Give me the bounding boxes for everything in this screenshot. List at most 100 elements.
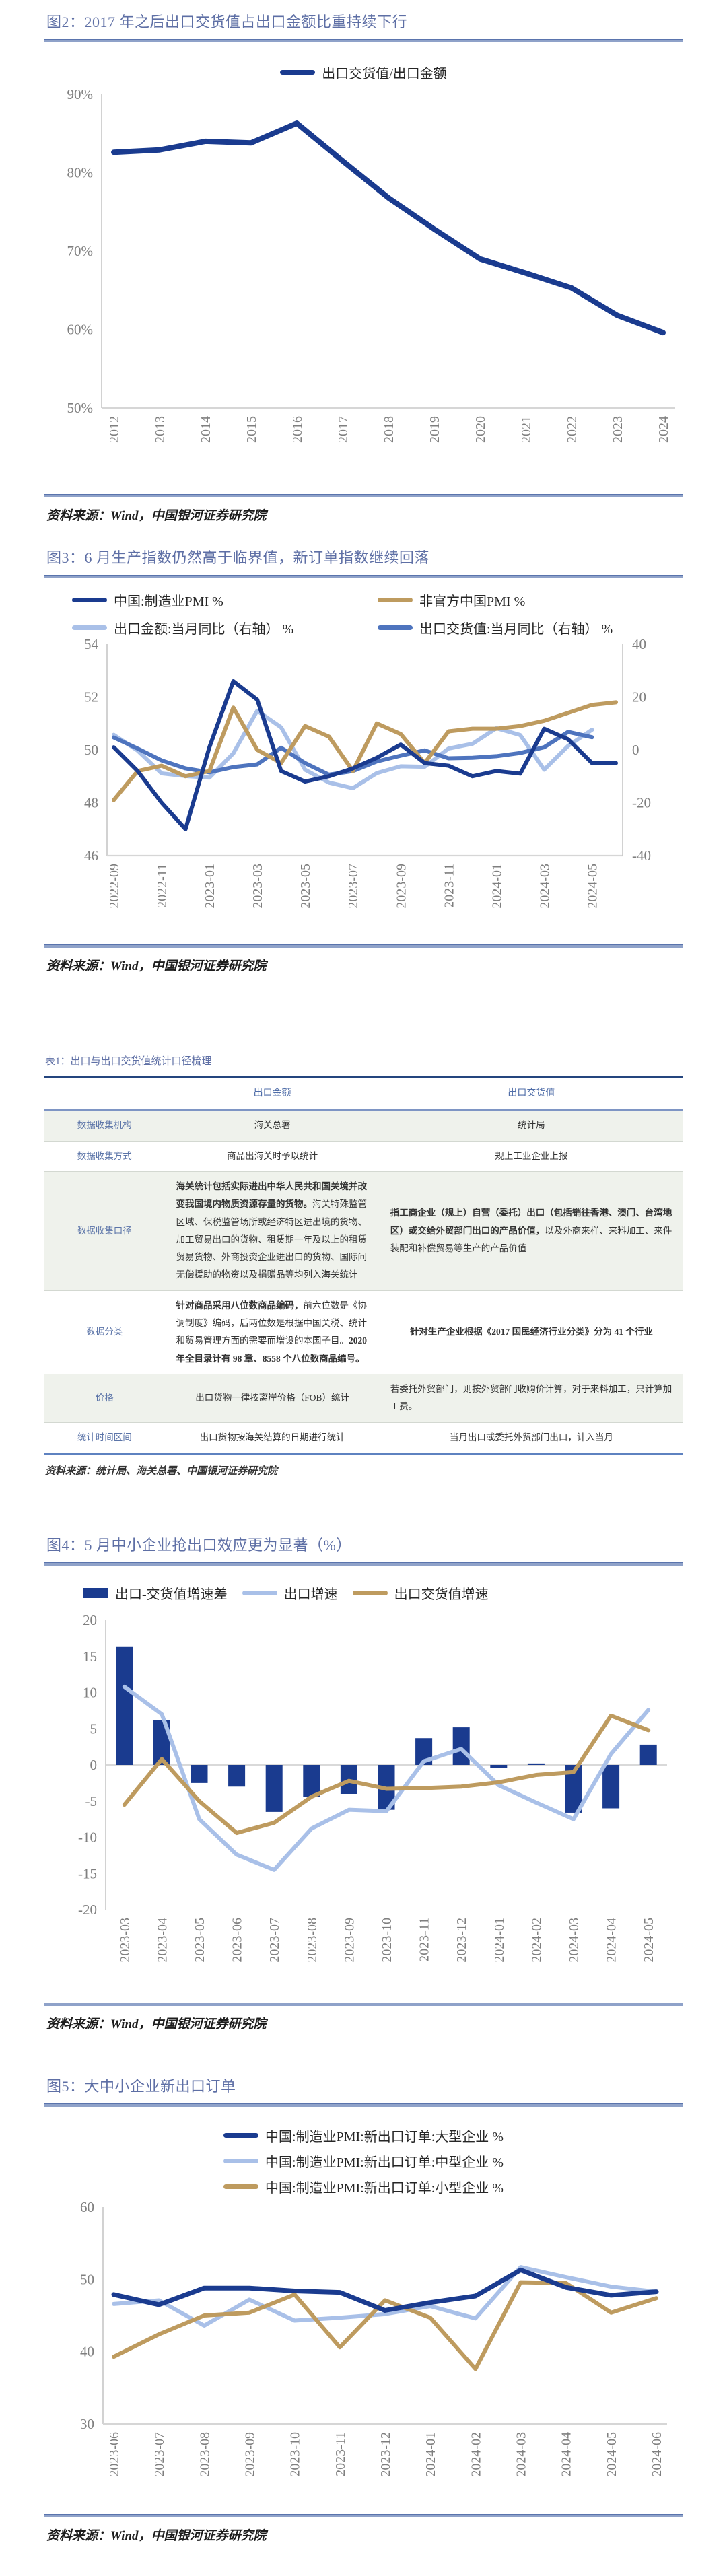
- x-axis-tick: 2022: [565, 416, 580, 443]
- x-axis-tick: 2023-11: [333, 2432, 348, 2476]
- legend-line-marker: [378, 625, 413, 630]
- title-divider: [44, 575, 683, 578]
- x-axis-tick: 2023-04: [155, 1918, 170, 1963]
- legend-label: 出口交货值增速: [394, 1587, 489, 1602]
- x-axis-tick: 2024-05: [604, 2432, 619, 2477]
- line-series: [112, 700, 618, 802]
- x-axis-tick: 2024-01: [489, 864, 504, 909]
- x-axis-tick: 2021: [519, 416, 534, 443]
- figure4-source: 资料来源：Wind，中国银河证券研究院: [46, 2017, 267, 2031]
- table-row: 数据收集机构 海关总署 统计局: [44, 1110, 683, 1142]
- legend-item: 出口交货值/出口金额: [280, 63, 447, 82]
- x-axis-tick: 2023-07: [152, 2432, 167, 2477]
- x-axis-tick: 2023-05: [298, 864, 313, 909]
- figure5-chart: 60 50 40 30 2023-06 2023-07 2023-08 2023-09 2023…: [80, 2202, 667, 2477]
- y-axis-tick: -10: [78, 1829, 97, 1845]
- x-axis-tick: 2023-09: [243, 2432, 258, 2477]
- statistics-table: 出口金额 出口交货值 数据收集机构 海关总署 统计局 数据收集方式 商品出海关时予以统计 规上…: [44, 1076, 683, 1455]
- legend-item: 出口增速: [242, 1583, 338, 1603]
- legend-item: 出口-交货值增速差: [83, 1583, 228, 1603]
- legend-line-marker: [223, 2184, 259, 2189]
- section-divider: [44, 944, 683, 948]
- y-axis-tick: 30: [80, 2416, 94, 2432]
- table-row-label: 统计时间区间: [44, 1422, 166, 1454]
- legend-label: 中国:制造业PMI:新出口订单:小型企业 %: [265, 2180, 504, 2196]
- figure4-chart: 20 15 10 5 0 -5 -10 -15 -20 2023-03 2023-04 2023-05…: [78, 1612, 667, 1963]
- y-axis-tick: 50%: [67, 400, 94, 416]
- x-axis-tick: 2024-05: [642, 1918, 656, 1963]
- figure4-title: 图4：5 月中小企业抢出口效应更为显著（%）: [46, 1536, 351, 1554]
- table-row: 统计时间区间 出口货物按海关结算的日期进行统计 当月出口或委托外贸部门出口，计入当月: [44, 1422, 683, 1454]
- bar-2023-12: [452, 1727, 470, 1765]
- x-axis-tick: 2016: [290, 416, 305, 443]
- x-axis-tick: 2024-01: [423, 2432, 438, 2477]
- bar-2023-05: [191, 1764, 208, 1783]
- title-divider: [44, 1562, 683, 1566]
- legend-item: 出口交货值:当月同比（右轴） %: [378, 618, 683, 637]
- legend-label: 出口增速: [283, 1587, 338, 1602]
- x-axis-tick: 2012: [107, 416, 122, 443]
- legend-label: 出口-交货值增速差: [115, 1587, 228, 1602]
- x-axis-tick: 2023-05: [193, 1918, 207, 1963]
- table-cell: 海关统计包括实际进出中华人民共和国关境并改变我国境内物质资源存量的货物。海关特殊…: [165, 1171, 380, 1291]
- x-axis-tick: 2023-08: [305, 1918, 320, 1963]
- line-series: [112, 678, 618, 831]
- figure2-legend: 出口交货值/出口金额: [44, 63, 683, 82]
- bar-2024-02: [527, 1763, 545, 1765]
- table-cell: 指工商企业（规上）自营（委托）出口（包括销往香港、澳门、台湾地区）或交给外贸部门…: [379, 1171, 683, 1291]
- y-axis-tick: 60%: [67, 322, 94, 338]
- legend-item: 中国:制造业PMI:新出口订单:中型企业 %: [223, 2151, 504, 2171]
- y-axis-tick: 50: [84, 742, 98, 758]
- x-axis-tick: 2023-08: [197, 2432, 212, 2477]
- y-axis-tick: 15: [83, 1648, 97, 1665]
- x-axis-tick: 2020: [473, 416, 488, 443]
- x-axis-tick: 2024-06: [650, 2432, 664, 2477]
- legend-item: 中国:制造业PMI:新出口订单:小型企业 %: [223, 2177, 504, 2196]
- section-divider: [44, 2002, 683, 2006]
- y-axis-right-tick: 20: [632, 689, 646, 705]
- line-series: [122, 1684, 651, 1872]
- figure4-section: 图4：5 月中小企业抢出口效应更为显著（%） 出口-交货值增速差 出口增速 出口交货…: [44, 1534, 683, 2032]
- legend-label: 出口金额:当月同比（右轴） %: [114, 622, 294, 637]
- y-axis-tick: 52: [84, 689, 98, 705]
- x-axis-tick: 2023-06: [230, 1918, 245, 1963]
- table-row: 数据收集方式 商品出海关时予以统计 规上工业企业上报: [44, 1140, 683, 1172]
- x-axis-tick: 2023-09: [342, 1918, 357, 1963]
- y-axis-right-tick: -20: [632, 795, 651, 811]
- table-row-label: 数据分类: [44, 1290, 166, 1374]
- table-cell: 针对商品采用八位数商品编码，前六位数是《协调制度》编码，后两位数是根据中国关税、…: [165, 1290, 380, 1374]
- legend-line-marker: [72, 598, 107, 602]
- line-series: [112, 2280, 658, 2371]
- legend-item: 出口交货值增速: [352, 1583, 489, 1603]
- table-row-label: 数据收集方式: [44, 1140, 166, 1172]
- line-series: [112, 2265, 658, 2328]
- x-axis-tick: 2018: [382, 416, 396, 443]
- legend-line-marker: [223, 2158, 259, 2163]
- y-axis-tick: 90%: [67, 86, 94, 102]
- figure2-section: 图2：2017 年之后出口交货值占出口金额比重持续下行 出口交货值/出口金额 9…: [44, 11, 683, 524]
- x-axis-tick: 2023-12: [378, 2432, 393, 2477]
- legend-label: 中国:制造业PMI:新出口订单:大型企业 %: [265, 2129, 504, 2145]
- table-row-label: 数据收集机构: [44, 1110, 166, 1142]
- x-axis-tick: 2024-02: [529, 1918, 544, 1963]
- figure3-source: 资料来源：Wind，中国银河证券研究院: [46, 959, 267, 973]
- y-axis-tick: 70%: [67, 243, 94, 259]
- y-axis-tick: 10: [83, 1684, 97, 1700]
- x-axis-tick: 2023-06: [107, 2432, 122, 2477]
- x-axis-tick: 2019: [427, 416, 442, 443]
- table-row-label: 价格: [44, 1374, 166, 1423]
- figure5-title: 图5：大中小企业新出口订单: [46, 2077, 236, 2095]
- figure5-legend: 中国:制造业PMI:新出口订单:大型企业 % 中国:制造业PMI:新出口订单:中型…: [223, 2126, 504, 2196]
- table1-title: 表1：出口与出口交货值统计口径梳理: [45, 1056, 212, 1067]
- x-axis-tick: 2023-03: [118, 1918, 133, 1963]
- legend-line-marker: [352, 1590, 388, 1595]
- table-column-header: 出口金额: [165, 1076, 380, 1111]
- table-cell: 出口货物一律按离岸价格（FOB）统计: [165, 1374, 380, 1423]
- title-divider: [44, 39, 683, 42]
- table1-source: 资料来源：统计局、海关总署、中国银河证券研究院: [45, 1465, 278, 1477]
- line-series: [111, 2267, 659, 2313]
- x-axis-tick: 2024: [656, 416, 671, 443]
- x-axis-tick: 2023-10: [380, 1918, 394, 1963]
- figure5-source: 资料来源：Wind，中国银河证券研究院: [46, 2528, 267, 2543]
- x-axis-tick: 2023-03: [250, 864, 265, 909]
